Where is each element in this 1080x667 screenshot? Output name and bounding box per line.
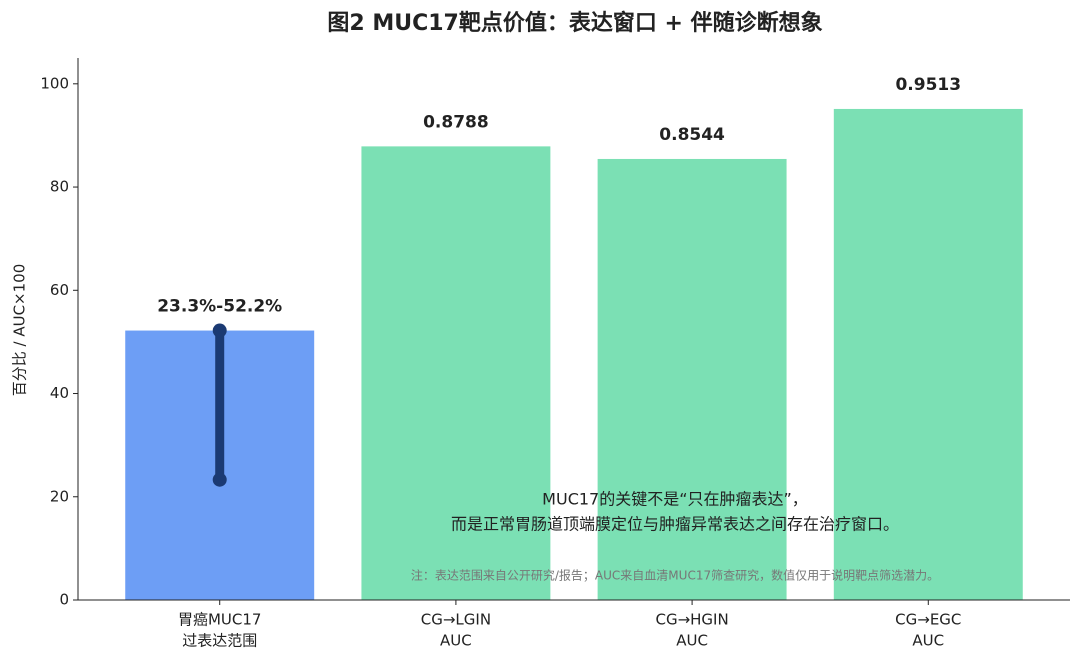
y-tick-label: 80 (50, 178, 69, 196)
y-tick-label: 60 (50, 281, 69, 299)
annotation: MUC17的关键不是“只在肿瘤表达”， (542, 490, 808, 509)
x-tick-label: 过表达范围 (182, 632, 257, 650)
value-label: 0.8544 (659, 125, 725, 145)
x-tick-label: AUC (440, 632, 472, 650)
bar (833, 108, 1023, 600)
range-high (212, 323, 227, 338)
y-tick-label: 100 (40, 74, 69, 92)
range-low (212, 472, 227, 487)
x-tick-label: CG→EGC (895, 611, 961, 629)
value-label: 0.8788 (423, 112, 489, 132)
x-tick-label: AUC (676, 632, 708, 650)
y-tick-label: 0 (59, 591, 69, 609)
annotation: 而是正常胃肠道顶端膜定位与肿瘤异常表达之间存在治疗窗口。 (451, 515, 899, 534)
y-tick-label: 20 (50, 487, 69, 505)
chart-title: 图2 MUC17靶点价值：表达窗口 + 伴随诊断想象 (327, 10, 822, 36)
note: 注：表达范围来自公开研究/报告；AUC来自血清MUC17筛查研究，数值仅用于说明… (411, 568, 939, 583)
value-label: 23.3%-52.2% (157, 297, 282, 317)
value-label: 0.9513 (895, 75, 961, 95)
x-tick-label: 胃癌MUC17 (178, 611, 261, 629)
bar (597, 158, 787, 600)
x-tick-label: CG→LGIN (421, 611, 491, 629)
x-tick-label: CG→HGIN (655, 611, 728, 629)
x-tick-label: AUC (912, 632, 944, 650)
bar (361, 146, 551, 600)
y-tick-label: 40 (50, 384, 69, 402)
y-axis-label: 百分比 / AUC×100 (11, 264, 29, 397)
